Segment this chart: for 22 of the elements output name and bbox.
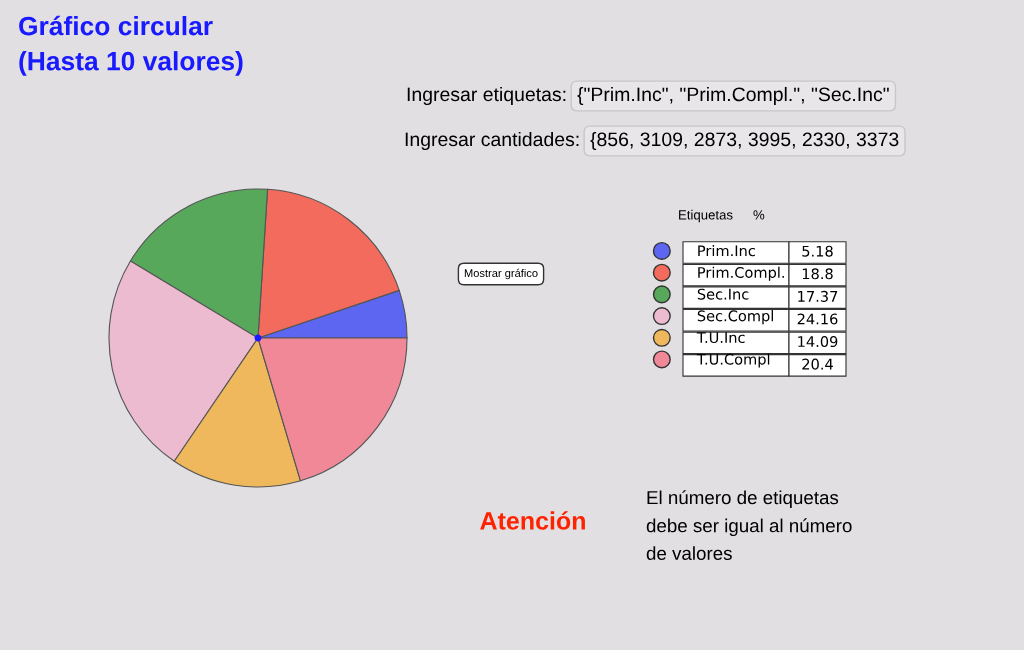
text: Etiquetas <box>679 209 733 223</box>
data-label: 24.16 <box>797 313 838 325</box>
legend-label: Prim.Compl. <box>698 266 784 281</box>
legend-label: T.U.Compl <box>696 353 770 368</box>
legend-label: T.U.Inc <box>696 332 745 344</box>
chart-title: Gráfico circular (Hasta 10 valores) <box>19 15 243 76</box>
legend-label: Sec.Compl <box>697 310 773 325</box>
data-label: 14.09 <box>798 336 838 348</box>
text: % <box>753 210 765 220</box>
text: {856, 3109, 2873, 3995, 2330, 3373 <box>590 131 899 151</box>
text: Atención <box>480 511 585 530</box>
text: {"Prim.Inc", "Prim.Compl.", "Sec.Inc" <box>577 86 889 106</box>
data-label: 20.4 <box>802 358 833 370</box>
text: Mostrar gráfico <box>464 268 538 280</box>
legend-label: Prim.Inc <box>698 245 755 257</box>
text: Ingresar etiquetas: <box>407 86 566 106</box>
legend-label: Sec.Inc <box>697 288 749 300</box>
data-label: 5.18 <box>802 245 833 257</box>
text: Ingresar cantidades: <box>405 131 579 151</box>
text: El número de etiquetas debe ser igual al número de valores <box>646 490 852 560</box>
data-label: 18.8 <box>802 268 833 280</box>
data-label: 17.37 <box>798 290 838 302</box>
